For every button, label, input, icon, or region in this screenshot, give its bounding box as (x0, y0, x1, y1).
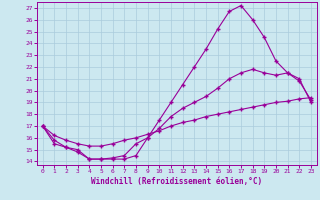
X-axis label: Windchill (Refroidissement éolien,°C): Windchill (Refroidissement éolien,°C) (91, 177, 262, 186)
